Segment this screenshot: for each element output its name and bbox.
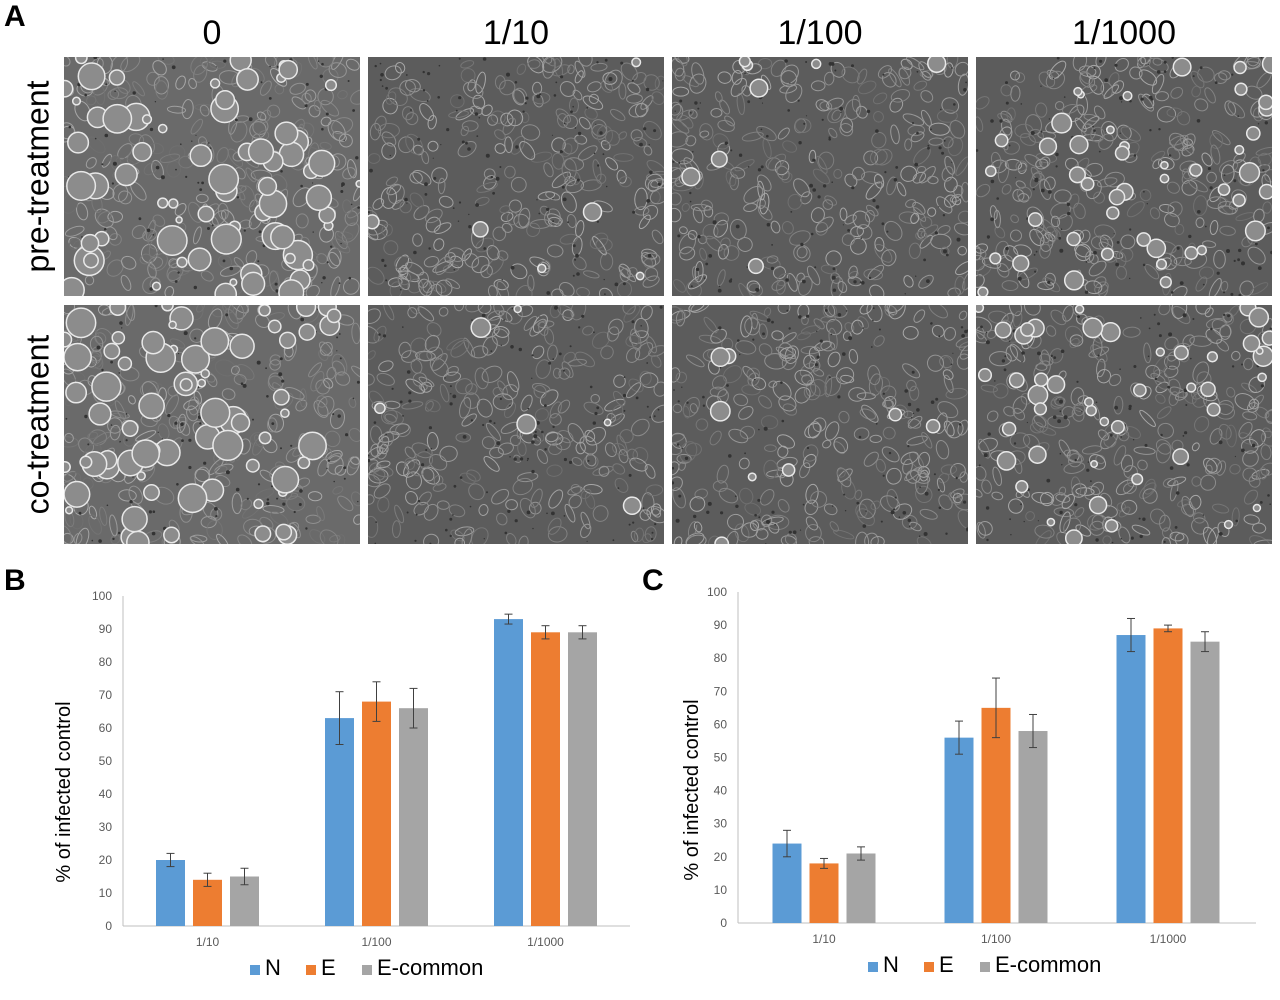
bar-e-common-1-1000 xyxy=(568,632,597,926)
micrograph-pre-treatment-1-100 xyxy=(672,57,968,296)
y-tick-label: 50 xyxy=(714,751,728,765)
bar-e-1-10 xyxy=(193,879,222,926)
bar-n-1-100 xyxy=(944,737,974,923)
y-tick-label: 60 xyxy=(714,717,728,731)
legend-swatch-n xyxy=(250,965,260,975)
y-tick-label: 90 xyxy=(99,622,113,636)
x-tick-label: 1/100 xyxy=(981,932,1011,946)
bar-n-1-10 xyxy=(156,860,185,926)
x-tick-label: 1/1000 xyxy=(1150,932,1187,946)
panel-letter-b: B xyxy=(4,564,26,597)
column-label-1-10: 1/10 xyxy=(482,14,550,52)
legend-swatch-e-common xyxy=(362,965,372,975)
y-tick-label: 20 xyxy=(99,853,113,867)
micrograph-pre-treatment-1-1000 xyxy=(976,57,1272,296)
legend-swatch-n xyxy=(868,962,878,972)
legend-label-e: E xyxy=(321,955,336,980)
bar-e-common-1-10 xyxy=(846,853,876,923)
panel-letter-a: A xyxy=(4,0,26,33)
bar-e-1-1000 xyxy=(531,632,560,926)
y-tick-label: 40 xyxy=(99,787,113,801)
panel-letter-c: C xyxy=(642,564,664,597)
legend-label-e-common: E-common xyxy=(995,952,1101,977)
bar-e-1-100 xyxy=(981,707,1011,923)
y-tick-label: 0 xyxy=(105,919,112,933)
y-tick-label: 10 xyxy=(99,886,113,900)
legend-swatch-e xyxy=(306,965,316,975)
micrograph-pre-treatment-0 xyxy=(64,57,360,296)
column-label-0: 0 xyxy=(202,14,222,52)
y-tick-label: 50 xyxy=(99,754,113,768)
micrograph-co-treatment-1-10 xyxy=(368,305,664,544)
bar-e-common-1-100 xyxy=(399,708,428,926)
legend-label-e: E xyxy=(939,952,954,977)
micrograph-pre-treatment-1-10 xyxy=(368,57,664,296)
bar-e-1-1000 xyxy=(1153,628,1183,923)
y-tick-label: 80 xyxy=(714,651,728,665)
y-tick-label: 80 xyxy=(99,655,113,669)
bar-e-common-1-1000 xyxy=(1190,641,1220,923)
x-tick-label: 1/100 xyxy=(361,935,391,949)
bar-n-1-1000 xyxy=(1116,635,1146,923)
column-label-1-100: 1/100 xyxy=(777,14,863,52)
y-tick-label: 60 xyxy=(99,721,113,735)
legend-swatch-e xyxy=(924,962,934,972)
bar-chart-c: 0 10 20 30 40 50 60 70 80 90 100 % of infected cont… xyxy=(660,580,1260,1000)
bar-e-1-100 xyxy=(362,701,391,926)
micrograph-co-treatment-1-100 xyxy=(672,305,968,544)
y-axis-title: % of infected control xyxy=(681,699,703,880)
micrograph-co-treatment-0 xyxy=(64,305,360,544)
x-tick-label: 1/1000 xyxy=(527,935,564,949)
bar-e-common-1-100 xyxy=(1018,731,1048,923)
x-tick-label: 1/10 xyxy=(812,932,836,946)
y-tick-label: 30 xyxy=(714,817,728,831)
y-tick-label: 90 xyxy=(714,618,728,632)
y-tick-label: 0 xyxy=(720,916,727,930)
legend-label-e-common: E-common xyxy=(377,955,483,980)
y-tick-label: 10 xyxy=(714,883,728,897)
y-tick-label: 40 xyxy=(714,784,728,798)
micrograph-co-treatment-1-1000 xyxy=(976,305,1272,544)
bar-e-1-10 xyxy=(809,863,839,923)
legend-label-n: N xyxy=(883,952,899,977)
y-tick-label: 70 xyxy=(714,684,728,698)
column-label-1-1000: 1/1000 xyxy=(1072,14,1176,52)
bar-n-1-100 xyxy=(325,718,354,926)
row-label-pre-treatment: pre-treatment xyxy=(19,80,56,273)
x-tick-label: 1/10 xyxy=(196,935,220,949)
bar-n-1-1000 xyxy=(494,619,523,926)
y-tick-label: 100 xyxy=(92,589,112,603)
y-tick-label: 30 xyxy=(99,820,113,834)
y-axis-title: % of infected control xyxy=(53,701,75,882)
legend-swatch-e-common xyxy=(980,962,990,972)
y-tick-label: 100 xyxy=(707,585,727,599)
legend-label-n: N xyxy=(265,955,281,980)
row-label-co-treatment: co-treatment xyxy=(19,334,56,515)
bar-chart-b: 0 10 20 30 40 50 60 70 80 90 100 % of infected cont… xyxy=(40,580,630,1000)
y-tick-label: 70 xyxy=(99,688,113,702)
y-tick-label: 20 xyxy=(714,850,728,864)
